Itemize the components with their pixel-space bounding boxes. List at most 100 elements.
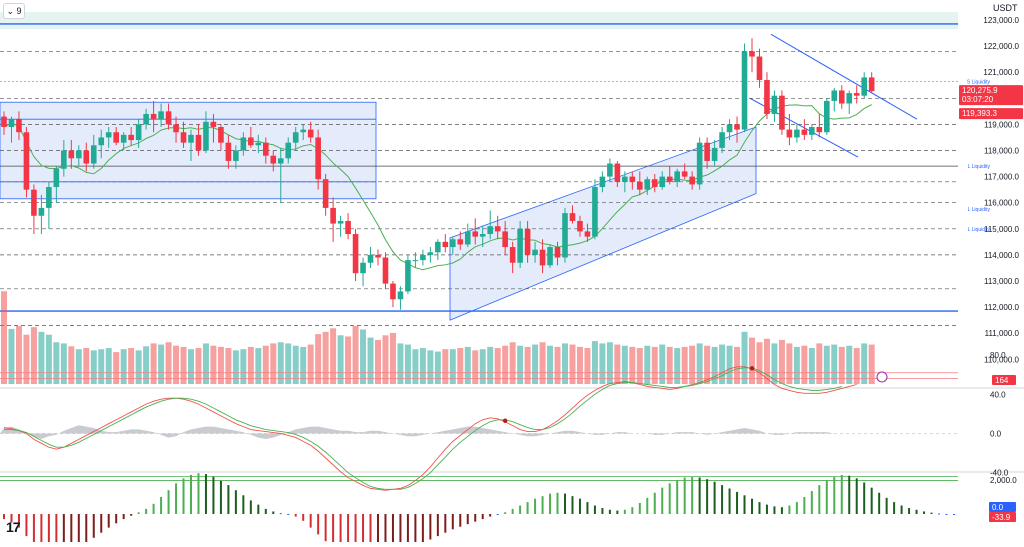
volume-bar xyxy=(173,345,180,384)
volume-tag-label: 164 xyxy=(995,376,1009,385)
candle-body xyxy=(248,137,254,146)
macd-bar xyxy=(406,514,409,547)
symbol-menu-button[interactable]: ⌄ 9 xyxy=(3,3,25,19)
candle-body xyxy=(61,150,67,169)
macd-bar xyxy=(556,492,559,514)
candle-body xyxy=(517,228,523,263)
volume-bar xyxy=(247,346,254,384)
volume-bar xyxy=(180,346,187,384)
candle-body xyxy=(270,155,277,164)
volume-bar xyxy=(726,345,733,384)
ascending-channel xyxy=(449,126,757,321)
volume-bar xyxy=(419,348,426,384)
macd-bar xyxy=(631,507,634,514)
macd-bar xyxy=(593,505,596,514)
macd-bar xyxy=(399,514,402,547)
candle-body xyxy=(666,176,673,182)
candle-body xyxy=(330,207,336,224)
macd-bar xyxy=(623,509,626,514)
macd-bar xyxy=(279,513,282,515)
candle-body xyxy=(457,239,464,245)
volume-bar xyxy=(442,349,449,384)
price-tick-label: 110,000.0 xyxy=(984,355,1020,364)
candle-body xyxy=(622,176,628,182)
candle-body xyxy=(644,179,651,190)
candle-body xyxy=(539,249,546,266)
macd-bar xyxy=(736,491,739,514)
macd-bar xyxy=(504,512,507,514)
moving-average-line xyxy=(3,104,872,271)
candle-body xyxy=(135,124,142,141)
volume-bar xyxy=(457,348,464,384)
macd-bar xyxy=(893,502,896,514)
macd-bar xyxy=(653,492,656,514)
volume-bar xyxy=(150,343,157,384)
volume-bar xyxy=(217,346,224,384)
macd-bar xyxy=(85,514,88,543)
macd-bar xyxy=(414,514,417,547)
candle-body xyxy=(23,132,30,190)
oscillator-histogram xyxy=(0,425,842,439)
price-tick-label: 116,000.0 xyxy=(984,199,1020,208)
volume-bar xyxy=(853,348,860,384)
volume-bar xyxy=(8,328,15,384)
candle-body xyxy=(68,150,75,159)
volume-bar xyxy=(404,344,411,384)
candle-body xyxy=(38,207,45,216)
price-tick-label: 111,000.0 xyxy=(985,329,1020,338)
candle-body xyxy=(435,241,441,253)
candle-body xyxy=(337,220,344,224)
macd-bar xyxy=(175,483,178,514)
macd-bar xyxy=(661,487,664,514)
volume-bar xyxy=(808,348,815,384)
volume-bar xyxy=(591,341,598,384)
volume-bar xyxy=(741,331,748,384)
volume-bar xyxy=(232,350,239,384)
price-tick-label: 115,000.0 xyxy=(984,225,1020,234)
volume-bar xyxy=(599,343,606,384)
macd-bar xyxy=(219,480,222,514)
macd-bar xyxy=(571,496,574,514)
volume-bar xyxy=(382,335,389,384)
volume-bar xyxy=(23,334,30,384)
candle-body xyxy=(263,142,269,156)
candle-body xyxy=(689,176,695,185)
macd-bar xyxy=(511,508,514,514)
candle-body xyxy=(607,163,613,177)
macd-bar xyxy=(691,476,694,514)
volume-bar xyxy=(345,336,352,384)
volume-bar xyxy=(861,343,868,384)
candle-body xyxy=(105,132,112,138)
candle-body xyxy=(98,137,105,146)
macd-bar xyxy=(160,497,163,514)
macd-bar xyxy=(780,507,783,514)
macd-bar xyxy=(930,512,933,514)
macd-bar xyxy=(923,511,926,514)
candle-body xyxy=(734,124,740,130)
macd-bar xyxy=(840,474,843,514)
macd-bar xyxy=(683,477,686,514)
volume-bar xyxy=(831,344,838,384)
macd-bar xyxy=(638,502,641,514)
volume-bar xyxy=(367,337,374,384)
volume-bar xyxy=(375,339,381,384)
macd-bar xyxy=(751,498,753,514)
macd-bar xyxy=(234,490,237,514)
volume-bar xyxy=(569,344,576,384)
macd-bar xyxy=(115,514,118,524)
candle-body xyxy=(31,189,37,216)
candle-body xyxy=(352,234,359,274)
macd-value-tag xyxy=(989,502,1016,512)
candle-body xyxy=(120,134,127,143)
macd-bar xyxy=(586,502,589,514)
macd-bar xyxy=(436,514,439,537)
macd-bar xyxy=(825,480,828,514)
volume-bar xyxy=(704,345,711,384)
macd-bar xyxy=(952,514,955,515)
volume-bar xyxy=(75,349,82,384)
macd-bar xyxy=(182,478,185,514)
descending-channel-line xyxy=(770,33,918,120)
candle-body xyxy=(233,150,239,161)
